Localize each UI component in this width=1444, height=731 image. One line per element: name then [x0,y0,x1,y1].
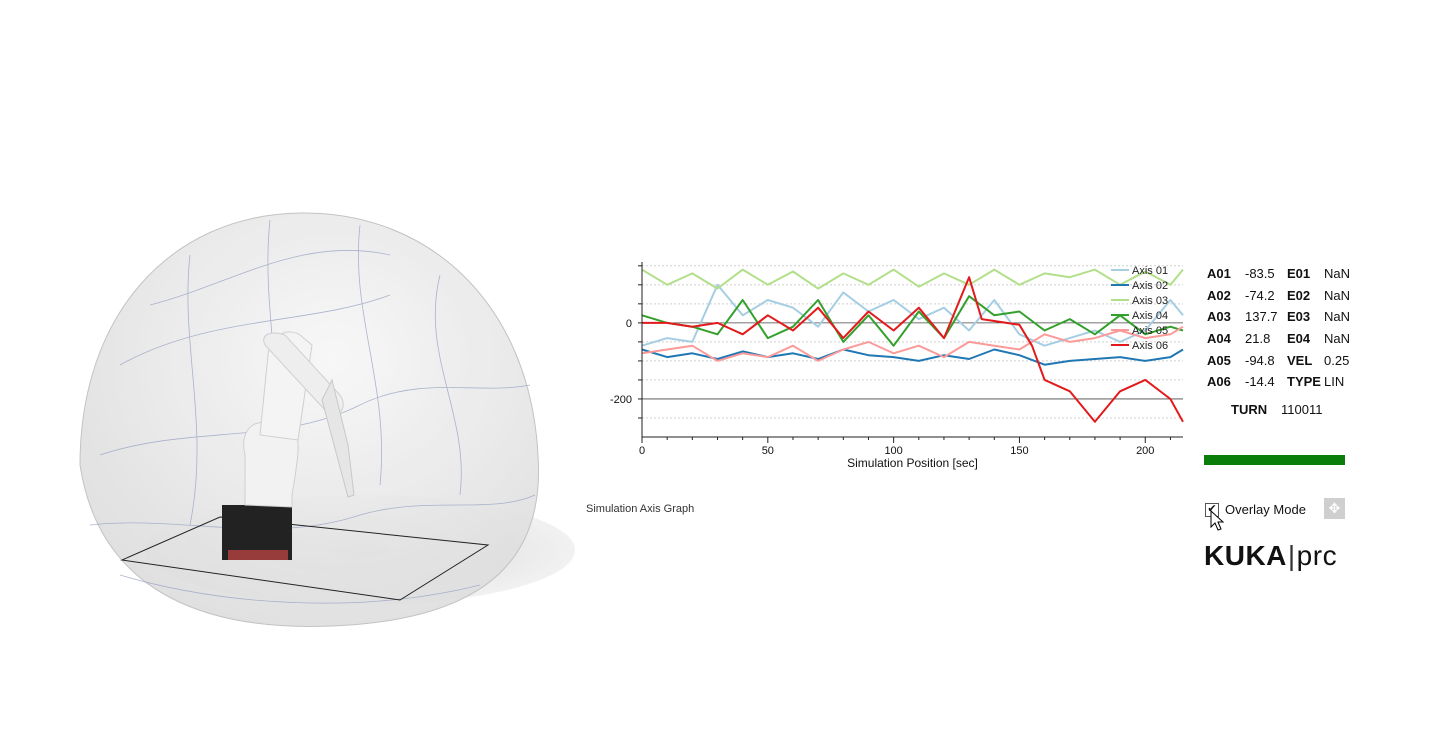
readout-row: A01 -83.5 E01 NaN [1207,263,1377,285]
series-line-5 [641,325,1184,362]
turn-row: TURN 110011 [1207,402,1377,417]
legend-entry: Axis 06 [1132,340,1168,352]
move-button[interactable]: ✥ [1324,498,1345,519]
extra-name: TYPE [1287,374,1321,390]
move-icon: ✥ [1328,500,1341,516]
x-tick-label: 150 [1010,445,1028,457]
axis-name: A01 [1207,266,1231,282]
y-tick-label: -200 [610,394,632,406]
extra-value: NaN [1324,287,1351,303]
legend-entry: Axis 04 [1132,310,1168,322]
series-line-4 [641,295,1184,347]
robot-arm [222,331,355,560]
x-axis-label: Simulation Position [sec] [847,456,978,470]
y-tick-label: 0 [626,318,632,330]
axis-readout-panel: A01 -83.5 E01 NaN A02 -74.2 E02 NaN A03 137.7 E03 N… [1207,263,1377,417]
graph-axes: 0 50 100 150 200 0 -200 [610,262,1183,457]
extra-name: E03 [1287,309,1311,325]
legend-entry: Axis 01 [1132,265,1168,277]
legend-entry: Axis 05 [1132,325,1168,337]
graph-grid [642,265,1183,419]
logo-separator: | [1287,540,1296,571]
axis-value: -94.8 [1245,352,1275,368]
extra-name: E02 [1287,287,1311,303]
extra-value: NaN [1324,331,1351,347]
readout-row: A02 -74.2 E02 NaN [1207,285,1377,307]
readout-row: A06 -14.4 TYPE LIN [1207,371,1377,393]
axis-value: -14.4 [1245,374,1275,390]
axis-value: -74.2 [1245,287,1275,303]
extra-value: 0.25 [1324,352,1350,368]
series-line-3 [641,268,1184,290]
x-tick-label: 100 [884,445,902,457]
overlay-mode-toggle[interactable]: ✔ Overlay Mode [1205,502,1306,517]
axis-name: A06 [1207,374,1231,390]
robot-viewport[interactable] [60,195,580,645]
work-area-outline [120,516,490,601]
logo-kuka: KUKA [1204,540,1287,571]
dome [79,212,540,627]
x-tick-label: 200 [1136,445,1154,457]
axis-value: 21.8 [1245,331,1271,347]
graph-caption: Simulation Axis Graph [586,503,695,515]
overlay-mode-label: Overlay Mode [1225,502,1306,517]
readout-row: A05 -94.8 VEL 0.25 [1207,349,1377,371]
extra-name: E01 [1287,266,1311,282]
series-line-2 [641,348,1184,366]
turn-label: TURN [1231,401,1268,417]
turn-value: 110011 [1281,401,1323,417]
kuka-prc-logo: KUKA|prc [1204,540,1337,572]
extra-name: VEL [1287,352,1313,368]
x-tick-label: 50 [762,445,774,457]
mouse-cursor-icon [1210,510,1225,531]
legend-entry: Axis 03 [1132,295,1168,307]
axis-name: A05 [1207,352,1231,368]
axis-value: 137.7 [1245,309,1278,325]
extra-value: LIN [1324,374,1345,390]
axis-name: A03 [1207,309,1231,325]
series-line-6 [642,276,1184,423]
readout-row: A04 21.8 E04 NaN [1207,328,1377,350]
simulation-progress-bar[interactable] [1204,455,1345,465]
graph-legend[interactable]: Axis 01 Axis 02 Axis 03 Axis 04 Axis 05 Axis … [1111,265,1168,352]
legend-entry: Axis 02 [1132,280,1168,292]
extra-value: NaN [1324,266,1351,282]
axis-name: A02 [1207,287,1231,303]
extra-name: E04 [1287,331,1311,347]
logo-prc: prc [1296,540,1338,571]
series-line-1 [641,283,1184,347]
extra-value: NaN [1324,309,1351,325]
axis-value: -83.5 [1245,266,1275,282]
readout-row: A03 137.7 E03 NaN [1207,306,1377,328]
axis-name: A04 [1207,331,1231,347]
x-tick-label: 0 [639,445,645,457]
graph-series [641,268,1184,423]
